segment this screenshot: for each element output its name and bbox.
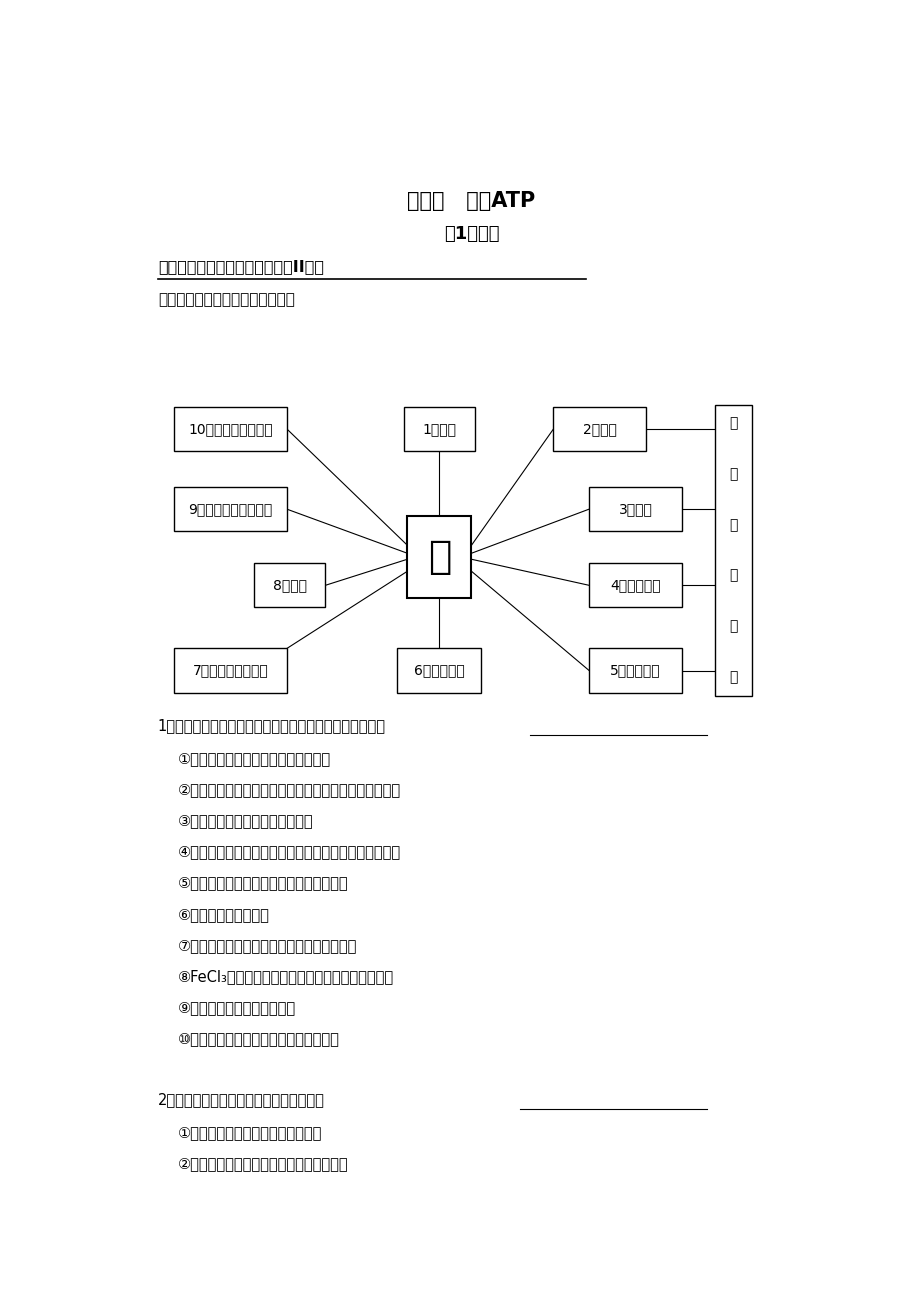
Text: ②胰岛素和淀粉酶可以在同一个细胞中产生: ②胰岛素和淀粉酶可以在同一个细胞中产生 — [177, 1156, 348, 1172]
FancyBboxPatch shape — [407, 516, 471, 599]
Text: ①经蛋白酶处理后所有酶的活性均下降: ①经蛋白酶处理后所有酶的活性均下降 — [177, 751, 331, 767]
Text: 请按下列提纲复习酶的相关内容：: 请按下列提纲复习酶的相关内容： — [158, 292, 294, 307]
Text: 的: 的 — [729, 569, 737, 583]
FancyBboxPatch shape — [588, 487, 681, 531]
FancyBboxPatch shape — [174, 487, 287, 531]
Text: ①能产生酶的细胞不一定能产生激素: ①能产生酶的细胞不一定能产生激素 — [177, 1125, 322, 1141]
FancyBboxPatch shape — [397, 648, 481, 693]
Text: 专题四   酶和ATP: 专题四 酶和ATP — [407, 191, 535, 211]
Text: 5、作用场所: 5、作用场所 — [609, 664, 660, 677]
Text: 6、化学本质: 6、化学本质 — [414, 664, 464, 677]
Text: 第1课时酶: 第1课时酶 — [443, 225, 499, 243]
FancyBboxPatch shape — [174, 648, 287, 693]
Text: ⑨不同酶的最适温度可能相同: ⑨不同酶的最适温度可能相同 — [177, 1000, 296, 1014]
Text: 9、教材中涉及到的酶: 9、教材中涉及到的酶 — [188, 503, 272, 516]
FancyBboxPatch shape — [588, 564, 681, 607]
FancyBboxPatch shape — [403, 406, 474, 450]
Text: 8、特性: 8、特性 — [272, 578, 306, 592]
Text: ⑩酶活性最高时的温度不适合该酶的保存: ⑩酶活性最高时的温度不适合该酶的保存 — [177, 1031, 339, 1046]
Text: ⑥酶的合成都需要模板: ⑥酶的合成都需要模板 — [177, 906, 269, 922]
Text: 较: 较 — [729, 671, 737, 685]
FancyBboxPatch shape — [553, 406, 645, 450]
Text: ⑤温度过高和偏低对酶活性影响的原理相同: ⑤温度过高和偏低对酶活性影响的原理相同 — [177, 875, 348, 891]
Text: 10、在生活中的应用: 10、在生活中的应用 — [188, 422, 273, 436]
Text: 1、酶是由活细胞产生的。下列关于酶的叙述中，正确的是: 1、酶是由活细胞产生的。下列关于酶的叙述中，正确的是 — [158, 719, 385, 733]
Text: ⑧FeCl₃溶液和过氧化氢酶均能降低化学反应活化能: ⑧FeCl₃溶液和过氧化氢酶均能降低化学反应活化能 — [177, 969, 393, 984]
Text: ②酶的催化效率很高是因其大大增加了反应物之间的接触: ②酶的催化效率很高是因其大大增加了反应物之间的接触 — [177, 783, 401, 797]
Text: 3、作用: 3、作用 — [618, 503, 652, 516]
FancyBboxPatch shape — [715, 405, 752, 695]
Text: ③酶的数量因参与化学反应而减少: ③酶的数量因参与化学反应而减少 — [177, 814, 313, 828]
Text: ⑦同一种酶可存在于分化程度不同的活细胞中: ⑦同一种酶可存在于分化程度不同的活细胞中 — [177, 937, 357, 953]
Text: 4、作用机理: 4、作用机理 — [609, 578, 660, 592]
Text: 酶: 酶 — [427, 538, 450, 577]
Text: 比: 比 — [729, 620, 737, 634]
FancyBboxPatch shape — [254, 564, 325, 607]
Text: 考纲要求：酶在代谢中的作用（II）。: 考纲要求：酶在代谢中的作用（II）。 — [158, 259, 323, 273]
FancyBboxPatch shape — [174, 406, 287, 450]
Text: 激: 激 — [729, 467, 737, 480]
Text: 2、来源: 2、来源 — [583, 422, 616, 436]
FancyBboxPatch shape — [588, 648, 681, 693]
Text: 2、下列关于酶与激素的叙述中，正确的是: 2、下列关于酶与激素的叙述中，正确的是 — [158, 1092, 324, 1107]
Text: 与: 与 — [729, 415, 737, 430]
Text: ④只要条件适宜，酶在生物体外也可催化相应的化学反应: ④只要条件适宜，酶在生物体外也可催化相应的化学反应 — [177, 845, 401, 859]
Text: 1、概念: 1、概念 — [422, 422, 456, 436]
Text: 素: 素 — [729, 518, 737, 531]
Text: 7、合成原料及场所: 7、合成原料及场所 — [192, 664, 268, 677]
